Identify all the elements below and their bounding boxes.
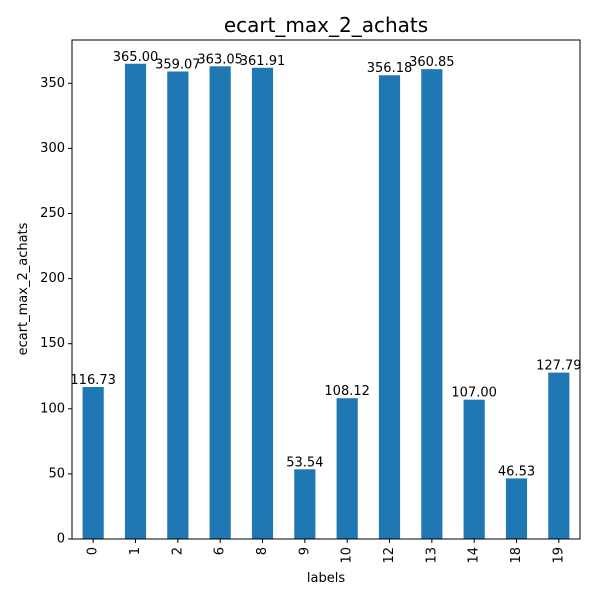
bar-19 <box>548 372 570 539</box>
x-tick-label-19: 19 <box>551 547 566 564</box>
bar-10 <box>336 398 358 539</box>
bar-8 <box>251 67 274 539</box>
bar-12 <box>378 75 401 540</box>
x-tick-label-2: 2 <box>170 547 185 555</box>
bar-6 <box>209 66 231 540</box>
data-label-2: 359.07 <box>155 57 201 72</box>
bars-group <box>82 63 570 540</box>
x-tick-label-8: 8 <box>255 547 270 555</box>
x-axis-label: labels <box>307 571 345 586</box>
x-tick-label-0: 0 <box>86 547 101 555</box>
y-tick-label-250: 250 <box>40 206 65 221</box>
x-tick-label-9: 9 <box>297 547 312 555</box>
y-tick-label-300: 300 <box>40 141 65 156</box>
x-tick-label-14: 14 <box>467 547 482 564</box>
data-label-18: 46.53 <box>498 464 535 479</box>
data-label-1: 365.00 <box>113 50 159 65</box>
data-label-6: 363.05 <box>197 52 243 67</box>
y-tick-label-150: 150 <box>40 336 65 351</box>
data-label-0: 116.73 <box>70 373 116 388</box>
bar-14 <box>463 399 485 539</box>
data-label-19: 127.79 <box>536 359 582 374</box>
x-tick-label-12: 12 <box>382 547 397 564</box>
bar-18 <box>505 478 528 539</box>
data-label-14: 107.00 <box>451 386 497 401</box>
data-label-12: 356.18 <box>367 61 413 76</box>
bar-9 <box>294 469 316 539</box>
x-axis: 0 1 2 6 8 9 10 12 13 14 18 19 <box>86 539 566 564</box>
bar-0 <box>82 387 104 539</box>
y-tick-label-100: 100 <box>40 401 65 416</box>
y-axis: 0 50 100 150 200 250 300 350 <box>40 76 72 547</box>
data-label-8: 361.91 <box>240 54 286 69</box>
data-label-10: 108.12 <box>324 384 370 399</box>
x-tick-label-13: 13 <box>424 547 439 564</box>
y-tick-label-200: 200 <box>40 271 65 286</box>
bar-1 <box>124 63 147 540</box>
x-tick-label-18: 18 <box>509 547 524 564</box>
y-tick-label-350: 350 <box>40 76 65 91</box>
bar-13 <box>421 69 443 540</box>
y-axis-label: ecart_max_2_achats <box>16 222 31 355</box>
y-tick-label-50: 50 <box>48 466 65 481</box>
x-tick-label-1: 1 <box>128 547 143 555</box>
plot-frame <box>71 39 581 540</box>
data-label-13: 360.85 <box>409 55 455 70</box>
bar-2 <box>167 71 189 539</box>
chart-title: ecart_max_2_achats <box>224 13 428 37</box>
y-tick-label-0: 0 <box>57 532 65 547</box>
x-tick-label-6: 6 <box>213 547 228 555</box>
data-label-9: 53.54 <box>286 455 323 470</box>
x-tick-label-10: 10 <box>340 547 355 564</box>
